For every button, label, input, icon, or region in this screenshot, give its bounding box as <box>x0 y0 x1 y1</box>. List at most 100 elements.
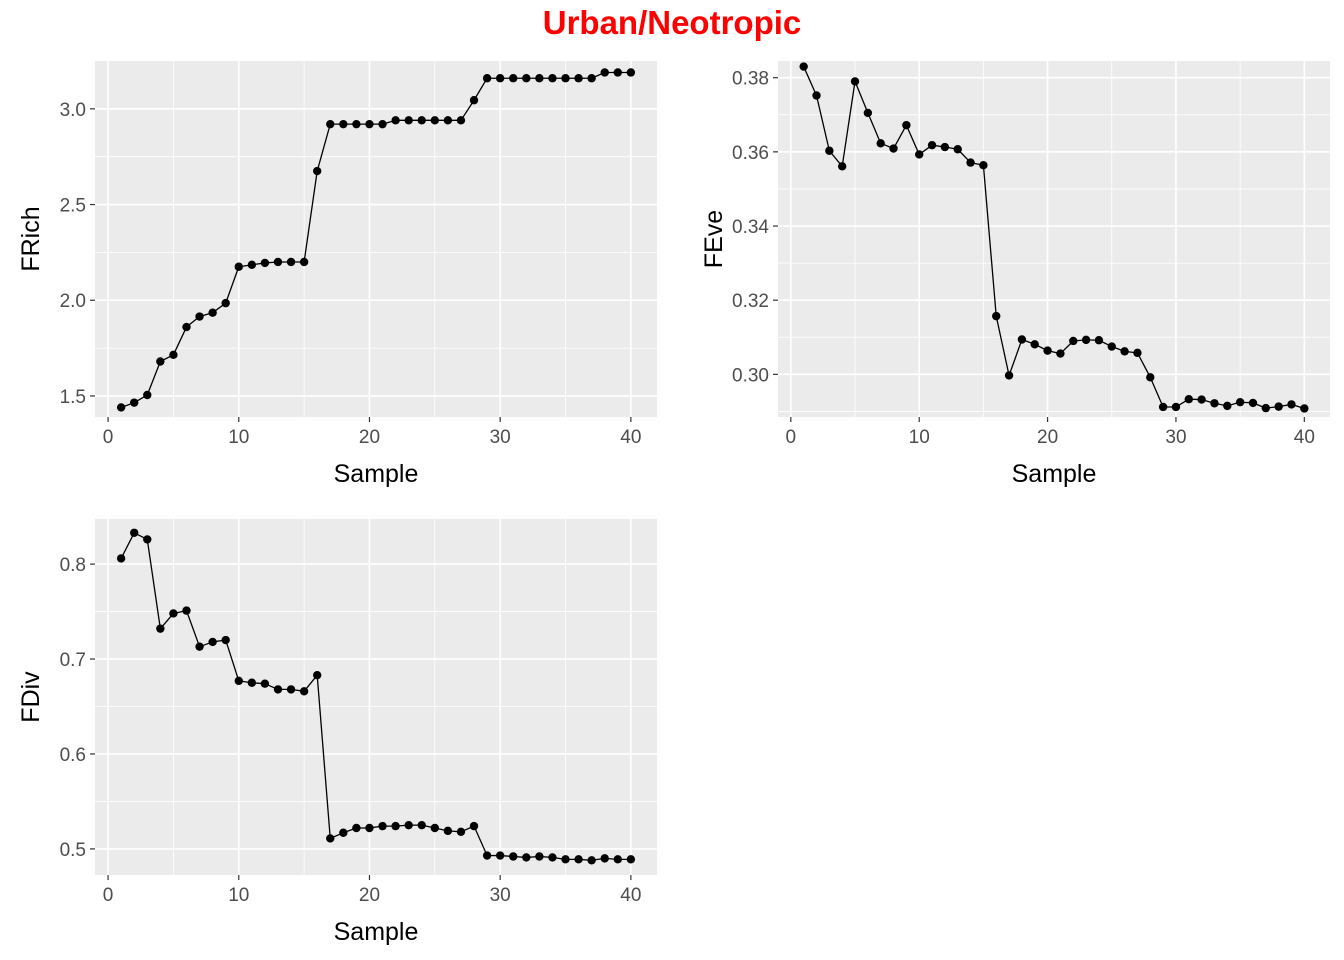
feve-data-point <box>953 145 962 154</box>
frich-data-point <box>417 116 426 125</box>
frich-data-point <box>286 257 296 267</box>
frich-data-point <box>495 74 505 83</box>
feve-data-point <box>1158 402 1168 412</box>
feve-x-tick-label: 20 <box>1037 427 1058 448</box>
feve-data-point <box>915 150 924 159</box>
feve-data-point <box>1030 340 1039 349</box>
frich-data-point <box>430 116 440 125</box>
frich-plot-background <box>95 61 657 417</box>
frich-data-point <box>182 322 191 332</box>
frich-data-point <box>312 166 322 176</box>
fdiv-data-point <box>613 855 622 864</box>
frich-data-point <box>195 312 204 321</box>
frich-data-point <box>247 260 257 270</box>
fdiv-data-point <box>482 851 492 860</box>
fdiv-x-tick-label: 30 <box>490 885 511 906</box>
frich-series-line <box>120 71 631 409</box>
frich-y-tick-label: 3.0 <box>60 100 86 121</box>
feve-y-tick-label: 0.38 <box>732 69 769 90</box>
feve-data-point <box>1287 400 1296 409</box>
feve-data-point <box>799 62 808 71</box>
frich-data-point <box>535 74 544 83</box>
feve-x-tick-label: 40 <box>1294 427 1315 448</box>
fdiv-y-axis-title: FDiv <box>17 671 45 723</box>
feve-data-point <box>876 139 885 148</box>
fdiv-data-point <box>417 820 426 830</box>
fdiv-data-point <box>587 856 596 865</box>
fdiv-data-point <box>404 820 413 830</box>
frich-data-point <box>587 74 596 83</box>
fdiv-data-point <box>626 855 636 864</box>
feve-plot-background <box>778 61 1330 417</box>
fdiv-data-point <box>286 685 296 694</box>
fdiv-x-tick-label: 20 <box>359 885 380 906</box>
feve-x-axis-title: Sample <box>1012 460 1097 488</box>
frich-data-point <box>391 116 400 125</box>
feve-data-point <box>1248 398 1258 408</box>
feve-series-line <box>803 66 1305 410</box>
fdiv-y-tick-label: 0.5 <box>60 840 86 861</box>
frich-data-point <box>116 403 126 412</box>
fdiv-data-point <box>522 853 531 862</box>
fdiv-x-tick-label: 10 <box>228 885 249 906</box>
frich-data-point <box>365 119 374 129</box>
fdiv-data-point <box>339 828 348 837</box>
feve-data-point <box>1146 373 1155 382</box>
frich-data-point <box>130 398 139 407</box>
feve-data-point <box>1094 336 1104 345</box>
feve-data-point <box>837 162 847 171</box>
fdiv-data-point <box>509 852 518 861</box>
feve-data-point <box>812 91 821 100</box>
feve-x-tick-label: 10 <box>909 427 930 448</box>
frich-data-point <box>626 68 636 77</box>
feve-data-point <box>863 108 873 118</box>
fdiv-data-point <box>326 834 335 843</box>
feve-data-point <box>1300 404 1309 413</box>
frich-data-point <box>273 257 283 267</box>
frich-data-point <box>156 357 165 366</box>
feve-data-point <box>1107 342 1116 351</box>
frich-data-point <box>574 74 583 83</box>
frich-data-point <box>208 308 217 317</box>
frich-y-tick-label: 2.5 <box>60 196 86 217</box>
fdiv-x-axis-title: Sample <box>334 918 419 946</box>
fdiv-data-point <box>143 535 152 544</box>
fdiv-y-tick-label: 0.8 <box>60 555 86 576</box>
frich-data-point <box>600 68 609 77</box>
feve-data-point <box>927 140 937 150</box>
frich-x-tick-label: 10 <box>228 427 249 448</box>
fdiv-data-point <box>365 823 374 833</box>
feve-data-point <box>1043 346 1052 355</box>
feve-data-point <box>1184 395 1193 404</box>
feve-data-point <box>1171 402 1181 412</box>
frich-data-point <box>443 116 453 125</box>
fdiv-plot-background <box>95 519 657 875</box>
feve-y-tick-label: 0.36 <box>732 143 769 164</box>
feve-data-point <box>902 120 911 130</box>
frich-data-point <box>509 74 518 83</box>
fdiv-data-point <box>234 676 243 686</box>
feve-y-tick-label: 0.30 <box>732 365 769 386</box>
frich-data-point <box>613 68 622 77</box>
fdiv-data-point <box>299 687 309 696</box>
feve-data-point <box>940 142 950 152</box>
frich-y-tick-label: 2.0 <box>60 291 86 312</box>
fdiv-data-point <box>391 821 400 831</box>
fdiv-x-tick-label: 0 <box>103 885 114 906</box>
feve-data-point <box>966 158 975 167</box>
frich-data-point <box>561 74 570 83</box>
fdiv-data-point <box>495 851 505 860</box>
fdiv-data-point <box>561 855 570 864</box>
feve-data-point <box>1069 336 1078 346</box>
fdiv-data-point <box>208 637 217 647</box>
frich-x-tick-label: 40 <box>620 427 641 448</box>
feve-data-point <box>1274 402 1283 411</box>
frich-x-tick-label: 0 <box>103 427 114 448</box>
feve-y-axis-title: FEve <box>700 210 728 268</box>
frich-data-point <box>234 262 243 271</box>
feve-data-point <box>1004 371 1014 380</box>
fdiv-data-point <box>430 823 440 833</box>
fdiv-series-line <box>120 532 631 861</box>
